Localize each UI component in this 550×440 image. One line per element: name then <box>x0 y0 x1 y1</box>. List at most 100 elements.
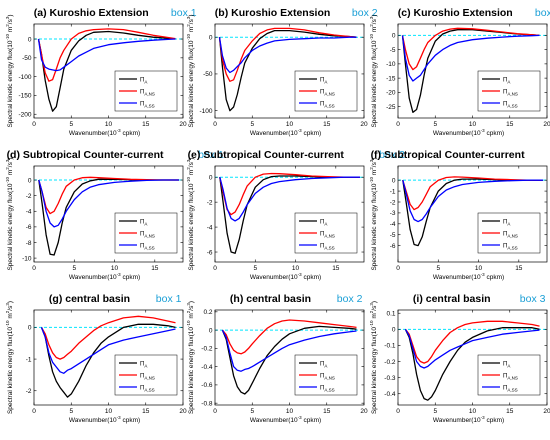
legend-label: ΠA,NS <box>503 374 518 381</box>
box-label: box 3 <box>520 293 546 305</box>
series-line-ns <box>37 28 176 82</box>
y-tick-label: 0 <box>392 177 396 184</box>
x-tick-label: 0 <box>396 265 400 272</box>
legend: ΠA ΠA,NS ΠA,SS <box>294 354 358 396</box>
x-tick-label: 0 <box>32 408 36 415</box>
x-axis-label: Wavenumber(10-3 cpkm) <box>250 272 321 281</box>
y-tick-label: -2 <box>390 199 396 206</box>
series-line-ns <box>218 27 357 82</box>
y-axis-label: Spectral kinetic energy flux(10-10 m2/s3… <box>186 301 195 414</box>
y-tick-label: -3 <box>390 210 396 217</box>
y-tick-label: 0 <box>209 175 213 182</box>
series-line-ss <box>219 176 360 222</box>
x-tick-label: 20 <box>543 408 550 415</box>
x-tick-label: 10 <box>292 265 300 272</box>
x-tick-label: 15 <box>323 121 331 128</box>
x-tick-label: 15 <box>142 121 150 128</box>
legend-label: ΠA,SS <box>503 386 518 393</box>
y-tick-label: -5 <box>390 47 396 54</box>
x-tick-label: 10 <box>105 408 113 415</box>
legend-label: ΠA,SS <box>320 244 335 251</box>
y-axis-label: Spectral kinetic energy flux(10-10 m2/s3… <box>5 157 14 270</box>
y-axis-label: Spectral kinetic energy flux(10-10 m2/s3… <box>5 14 14 127</box>
x-axis-label: Wavenumber(10-3 cpkm) <box>250 415 321 424</box>
x-tick-label: 15 <box>142 408 150 415</box>
y-tick-label: 0 <box>28 325 32 332</box>
series-line-ss <box>218 36 357 74</box>
x-tick-label: 10 <box>475 265 483 272</box>
box-label: box 2 <box>337 293 363 305</box>
x-axis-label: Wavenumber(10-3 cpkm) <box>433 272 504 281</box>
y-tick-label: -100 <box>18 74 31 81</box>
box-label: box 3 <box>535 7 550 19</box>
y-tick-label: -4 <box>390 221 396 228</box>
legend: ΠA ΠA,NS ΠA,SS <box>114 354 178 396</box>
x-tick-label: 0 <box>213 121 217 128</box>
x-tick-label: 5 <box>250 121 254 128</box>
x-tick-label: 10 <box>111 265 119 272</box>
legend-label: ΠA <box>320 220 327 227</box>
y-tick-label: 0 <box>392 33 396 40</box>
y-tick-label: -4 <box>26 209 32 216</box>
x-tick-label: 20 <box>179 408 187 415</box>
x-tick-label: 5 <box>250 408 254 415</box>
panel-title: (d) Subtropical Counter-current <box>7 149 164 161</box>
x-tick-label: 5 <box>253 265 257 272</box>
series-line-ss <box>402 179 543 223</box>
series-line-ns <box>38 176 179 215</box>
series-line-ns <box>402 176 543 211</box>
x-axis-label: Wavenumber(10-3 cpkm) <box>433 128 504 137</box>
panel-title: (c) Kuroshio Extension <box>398 7 513 19</box>
x-tick-label: 20 <box>179 121 187 128</box>
y-tick-label: -50 <box>22 55 32 62</box>
panel-title: (b) Kuroshio Extension <box>215 7 330 19</box>
legend-label: ΠA,NS <box>320 374 335 381</box>
box-label: box 1 <box>198 149 224 161</box>
y-tick-label: -0.4 <box>201 364 213 371</box>
panel-title: (g) central basin <box>49 293 130 305</box>
y-tick-label: -1 <box>26 356 32 363</box>
series-line-total <box>40 323 176 398</box>
x-tick-label: 5 <box>433 121 437 128</box>
y-axis-label: Spectral kinetic energy flux(10-10 m2/s3… <box>5 301 14 414</box>
y-tick-label: 0 <box>28 36 32 43</box>
y-tick-label: 0.2 <box>203 309 212 316</box>
y-tick-label: -4 <box>207 224 213 231</box>
series-line-ss <box>37 38 176 72</box>
legend-label: ΠA <box>140 362 147 369</box>
y-tick-label: 0 <box>392 327 396 334</box>
y-tick-label: -6 <box>26 224 32 231</box>
y-tick-label: -0.3 <box>384 375 396 382</box>
x-tick-label: 0 <box>32 265 36 272</box>
series-line-ss <box>40 327 176 374</box>
panel-h: (h) central basin box 2 0 5 10 15 20 -0.8 -0.6 -0… <box>186 293 368 424</box>
legend-label: ΠA,NS <box>140 90 155 97</box>
panel-e: (e) Subtropical Counter-current box 2 0 5 10… <box>186 149 405 281</box>
legend-label: ΠA <box>140 220 147 227</box>
y-tick-label: -8 <box>26 240 32 247</box>
legend: ΠA ΠA,NS ΠA,SS <box>477 70 541 112</box>
panel-title: (a) Kuroshio Extension <box>34 7 149 19</box>
y-tick-label: -15 <box>386 75 396 82</box>
x-tick-label: 5 <box>69 121 73 128</box>
series-line-ns <box>401 27 540 71</box>
series-line-ns <box>219 172 360 216</box>
y-tick-label: -10 <box>22 255 32 262</box>
y-tick-label: -2 <box>26 388 32 395</box>
y-tick-label: -0.8 <box>201 400 213 407</box>
x-tick-label: 5 <box>69 408 73 415</box>
legend-label: ΠA,SS <box>140 244 155 251</box>
legend-label: ΠA <box>503 220 510 227</box>
panel-a: (a) Kuroshio Extension box 1 0 5 10 15 20 -200 -… <box>5 7 197 137</box>
y-tick-label: 0.1 <box>386 311 395 318</box>
y-tick-label: -0.2 <box>201 346 213 353</box>
x-tick-label: 0 <box>32 121 36 128</box>
legend: ΠA ΠA,NS ΠA,SS <box>294 70 358 112</box>
legend-label: ΠA,NS <box>140 374 155 381</box>
legend-label: ΠA,NS <box>503 232 518 239</box>
panel-g: (g) central basin box 1 0 5 10 15 20 -2 -1 0 Waven… <box>5 293 187 424</box>
box-label: box 1 <box>171 7 197 19</box>
legend-label: ΠA,NS <box>320 90 335 97</box>
box-label: box 2 <box>379 149 405 161</box>
y-tick-label: -20 <box>386 90 396 97</box>
